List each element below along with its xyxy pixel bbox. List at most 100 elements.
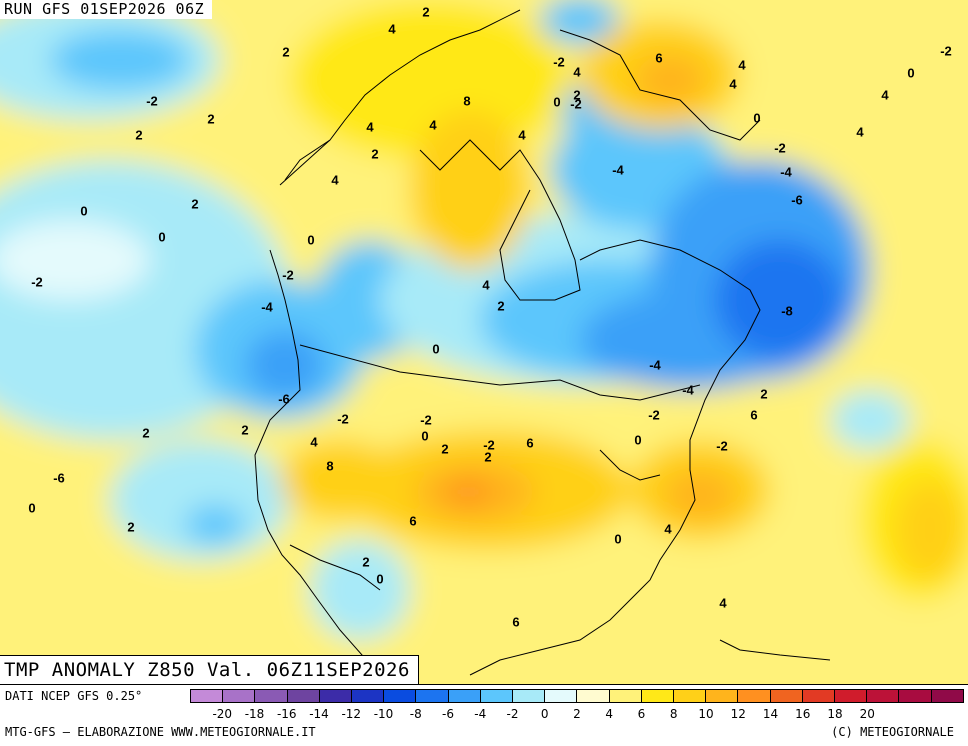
contour-label: -2 xyxy=(337,412,349,427)
color-scale-segment xyxy=(577,690,610,702)
color-scale-tick-label: 2 xyxy=(573,707,581,721)
contour-label: 4 xyxy=(729,77,737,92)
color-scale-bar xyxy=(190,689,964,703)
color-scale-tick-label: 0 xyxy=(540,707,549,721)
contour-label: 2 xyxy=(282,45,289,60)
color-scale-segment xyxy=(384,690,417,702)
contour-label: 2 xyxy=(207,112,214,127)
color-scale-ticks: -20 -18 -16 -14 -12 -10 -8 -6 -4 -2 0 2 4 6 8 10 12 14 16 1… xyxy=(190,707,964,723)
color-scale-segment xyxy=(641,690,675,702)
contour-label: -4 xyxy=(261,300,273,315)
contour-label: 2 xyxy=(135,128,142,143)
color-scale-segment xyxy=(706,690,739,702)
contour-label: 0 xyxy=(907,66,914,81)
color-scale-segment xyxy=(513,690,546,702)
contour-label: -2 xyxy=(31,275,43,290)
contour-label: 4 xyxy=(664,522,672,537)
credit-right: (C) METEOGIORNALE xyxy=(831,725,954,739)
contour-label: 0 xyxy=(634,433,641,448)
footer-legend: DATI NCEP GFS 0.25° -20 -18 -16 -14 -12 -10 -8… xyxy=(0,684,968,746)
contour-label: 2 xyxy=(441,442,448,457)
contour-label: -2 xyxy=(146,94,158,109)
contour-label: -6 xyxy=(278,392,290,407)
color-scale-segment xyxy=(191,690,224,702)
contour-label: 4 xyxy=(366,120,374,135)
contour-label: 4 xyxy=(738,58,746,73)
contour-label: 4 xyxy=(310,435,318,450)
contour-label: 0 xyxy=(307,233,314,248)
color-scale-tick-label: 8 xyxy=(669,707,678,721)
contour-label: 2 xyxy=(362,555,369,570)
color-scale-tick-label: 20 xyxy=(859,707,875,721)
coastlines xyxy=(254,9,831,676)
contour-label: 0 xyxy=(553,95,560,110)
contour-label: 2 xyxy=(371,147,378,162)
contour-label: 0 xyxy=(28,501,35,516)
color-scale-segment xyxy=(319,690,353,702)
color-scale-tick-label: -8 xyxy=(409,707,422,721)
contour-label: -2 xyxy=(483,438,495,453)
contour-label: -6 xyxy=(791,193,803,208)
color-scale-segment xyxy=(255,690,288,702)
contour-label: 2 xyxy=(760,387,767,402)
credit-left: MTG-GFS — ELABORAZIONE WWW.METEOGIORNALE… xyxy=(5,725,316,739)
anomaly-field xyxy=(0,0,968,684)
contour-label: 2 xyxy=(484,450,491,465)
anomaly-map: -2-6-2-4-2-4-2-6-4-8-4-4-2-2-2-2-2-6-200… xyxy=(0,0,968,684)
color-scale-tick-label: -18 xyxy=(244,707,265,721)
color-scale-segment xyxy=(770,690,803,702)
color-scale-tick-label: -2 xyxy=(506,707,519,721)
color-scale-segment xyxy=(738,690,771,702)
contour-label: 6 xyxy=(409,514,416,529)
contour-label: 6 xyxy=(750,408,757,423)
contour-label: -2 xyxy=(648,408,660,423)
contour-label: 2 xyxy=(142,426,149,441)
contour-label: 4 xyxy=(719,596,727,611)
contour-label: -2 xyxy=(570,97,582,112)
color-scale-segment xyxy=(835,690,868,702)
contour-label: 6 xyxy=(526,436,533,451)
color-scale-tick-label: 14 xyxy=(762,707,779,721)
map-title: TMP ANOMALY Z850 Val. 06Z11SEP2026 xyxy=(0,655,419,685)
color-scale-tick-label: 12 xyxy=(730,707,746,721)
color-scale-tick-label: -10 xyxy=(373,707,394,721)
color-scale-segment xyxy=(931,690,963,702)
contour-labels: -2-6-2-4-2-4-2-6-4-8-4-4-2-2-2-2-2-6-200… xyxy=(28,5,952,630)
contour-label: 2 xyxy=(241,423,248,438)
color-scale-tick-label: -12 xyxy=(341,707,362,721)
contour-label: 0 xyxy=(432,342,439,357)
contour-label: 2 xyxy=(573,88,580,103)
contour-label: -6 xyxy=(53,471,65,486)
color-scale-segment xyxy=(223,690,256,702)
color-scale-tick-label: 6 xyxy=(637,707,646,721)
contour-label: -8 xyxy=(781,304,793,319)
color-scale-segment xyxy=(545,690,578,702)
contour-label: 0 xyxy=(614,532,621,547)
contour-label: -2 xyxy=(940,44,952,59)
contour-label: 2 xyxy=(191,197,198,212)
contour-label: 0 xyxy=(80,204,87,219)
color-scale-tick-label: -4 xyxy=(474,707,487,721)
color-scale-segment xyxy=(867,690,900,702)
color-scale-tick-label: 16 xyxy=(795,707,811,721)
contour-label: 6 xyxy=(655,51,662,66)
contour-label: -4 xyxy=(682,383,694,398)
color-scale-tick-label: 10 xyxy=(698,707,714,721)
contour-label: -4 xyxy=(649,358,661,373)
color-scale-tick-label: -20 xyxy=(212,707,233,721)
contour-label: 2 xyxy=(422,5,429,20)
contour-label: -2 xyxy=(553,55,565,70)
color-scale-segment xyxy=(674,690,707,702)
color-scale-segment xyxy=(287,690,320,702)
contour-label: 0 xyxy=(158,230,165,245)
contour-label: 0 xyxy=(753,111,760,126)
contour-label: 4 xyxy=(856,125,864,140)
contour-label: -2 xyxy=(716,439,728,454)
contour-label: 0 xyxy=(376,572,383,587)
contour-label: 4 xyxy=(429,118,437,133)
data-source-label: DATI NCEP GFS 0.25° xyxy=(5,689,143,703)
contour-label: 2 xyxy=(127,520,134,535)
color-scale-segment xyxy=(352,690,385,702)
color-scale-segment xyxy=(448,690,481,702)
